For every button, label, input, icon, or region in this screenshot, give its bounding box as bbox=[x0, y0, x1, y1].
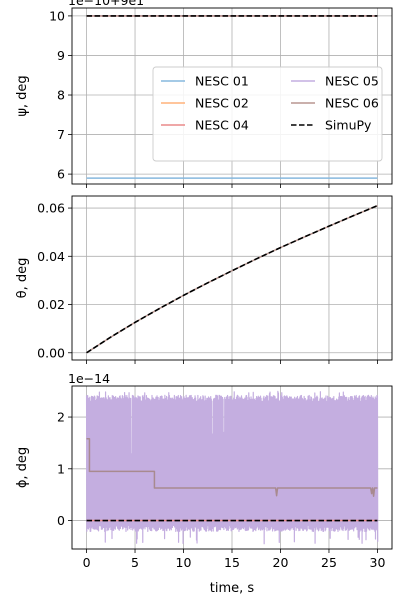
y-tick-label: 0.06 bbox=[37, 201, 65, 216]
y-tick-label: 2 bbox=[57, 410, 65, 425]
y-tick-label: 0.00 bbox=[37, 345, 65, 360]
x-tick-label: 5 bbox=[131, 555, 139, 570]
y-tick-label: 9 bbox=[57, 48, 65, 63]
y-tick-label: 7 bbox=[57, 127, 65, 142]
y-tick-label: 0 bbox=[57, 513, 65, 528]
y-tick-label: 0.04 bbox=[37, 249, 65, 264]
x-tick-label: 25 bbox=[321, 555, 337, 570]
legend-entry: NESC 02 bbox=[195, 96, 249, 111]
legend-entry: NESC 01 bbox=[195, 74, 249, 89]
y-tick-label: 0.02 bbox=[37, 297, 65, 312]
axis-offset-label: 1e−14 bbox=[68, 371, 110, 386]
x-tick-label: 20 bbox=[273, 555, 289, 570]
x-tick-label: 30 bbox=[370, 555, 386, 570]
axis-offset-label: 1e−10+9e1 bbox=[68, 0, 144, 8]
y-tick-label: 1 bbox=[57, 461, 65, 476]
y-tick-label: 8 bbox=[57, 88, 65, 103]
x-axis-label: time, s bbox=[210, 581, 255, 596]
legend-entry: NESC 06 bbox=[325, 96, 379, 111]
y-axis-label: ψ, deg bbox=[15, 75, 30, 116]
legend-entry: NESC 05 bbox=[325, 74, 379, 89]
x-tick-label: 15 bbox=[224, 555, 240, 570]
legend-entry: SimuPy bbox=[325, 118, 372, 133]
legend-entry: NESC 04 bbox=[195, 118, 249, 133]
plot-area bbox=[87, 391, 378, 543]
y-axis-label: ϕ, deg bbox=[15, 447, 30, 488]
legend: NESC 01 NESC 02 NESC 04 NESC 05 NESC 06 SimuP… bbox=[153, 67, 382, 161]
y-axis-label: θ, deg bbox=[15, 258, 30, 299]
x-tick-label: 0 bbox=[83, 555, 91, 570]
x-tick-label: 10 bbox=[176, 555, 192, 570]
y-tick-label: 6 bbox=[57, 167, 65, 182]
y-tick-label: 10 bbox=[49, 8, 65, 23]
